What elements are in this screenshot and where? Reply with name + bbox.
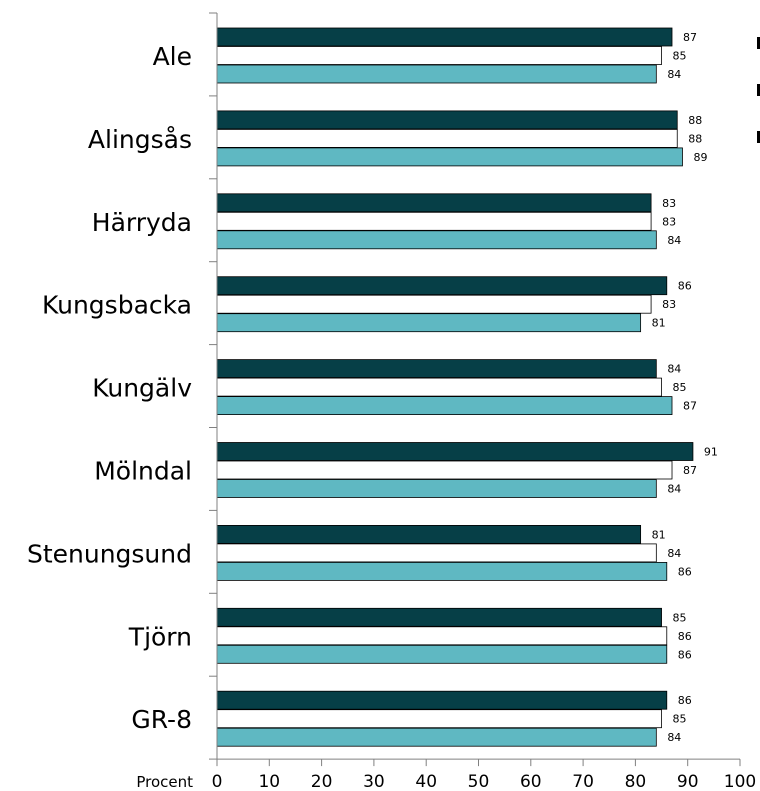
- x-tick-label: 60: [520, 772, 542, 791]
- bar: [217, 65, 656, 83]
- bar: [217, 608, 662, 626]
- category-label: Kungsbacka: [42, 291, 192, 320]
- data-label: 91: [704, 446, 718, 459]
- x-axis-title: Procent: [136, 773, 193, 791]
- data-label: 86: [678, 694, 692, 707]
- data-label: 81: [652, 528, 666, 541]
- data-label: 85: [673, 713, 687, 726]
- category-label: Stenungsund: [27, 539, 192, 568]
- data-label: 87: [683, 31, 697, 44]
- data-label: 86: [678, 565, 692, 578]
- bar: [217, 148, 682, 166]
- x-tick-label: 0: [212, 772, 223, 791]
- bar: [217, 295, 651, 313]
- data-label: 84: [667, 234, 681, 247]
- bar: [217, 461, 672, 479]
- data-label: 84: [667, 363, 681, 376]
- bar: [217, 544, 656, 562]
- data-label: 84: [667, 547, 681, 560]
- data-label: 84: [667, 731, 681, 744]
- data-label: 85: [673, 50, 687, 63]
- bar: [217, 710, 662, 728]
- bar: [217, 728, 656, 746]
- bar: [217, 129, 677, 147]
- x-tick-label: 80: [625, 772, 647, 791]
- bar: [217, 562, 667, 580]
- data-label: 88: [688, 114, 702, 127]
- bar: [217, 627, 667, 645]
- bar: [217, 28, 672, 46]
- data-label: 83: [662, 215, 676, 228]
- bar: [217, 691, 667, 709]
- data-label: 87: [683, 400, 697, 413]
- data-label: 83: [662, 298, 676, 311]
- category-label: Ale: [153, 42, 192, 71]
- bar: [217, 111, 677, 129]
- data-label: 84: [667, 483, 681, 496]
- bar: [217, 194, 651, 212]
- category-label: GR-8: [131, 705, 192, 734]
- bars-group: [217, 28, 693, 746]
- category-label: Kungälv: [92, 374, 192, 403]
- data-label: 83: [662, 197, 676, 210]
- data-label: 87: [683, 464, 697, 477]
- bar: [217, 443, 693, 461]
- x-tick-label: 40: [415, 772, 437, 791]
- bar: [217, 277, 667, 295]
- x-tick-label: 100: [724, 772, 756, 791]
- x-tick-label: 90: [677, 772, 699, 791]
- data-label: 84: [667, 68, 681, 81]
- data-label: 81: [652, 317, 666, 330]
- bar: [217, 378, 662, 396]
- data-label: 86: [678, 648, 692, 661]
- category-label: Alingsås: [88, 125, 192, 154]
- bar: [217, 397, 672, 415]
- bar: [217, 525, 641, 543]
- data-label: 85: [673, 381, 687, 394]
- bar: [217, 47, 662, 65]
- bar: [217, 480, 656, 498]
- category-label: Tjörn: [128, 622, 192, 651]
- x-tick-label: 70: [572, 772, 594, 791]
- category-label: Mölndal: [94, 457, 192, 486]
- data-label: 86: [678, 630, 692, 643]
- data-label: 88: [688, 132, 702, 145]
- bar: [217, 314, 641, 332]
- bar: [217, 231, 656, 249]
- category-label: Härryda: [92, 208, 192, 237]
- bar: [217, 212, 651, 230]
- x-tick-label: 30: [363, 772, 385, 791]
- bar: [217, 645, 667, 663]
- data-label: 86: [678, 280, 692, 293]
- bar: [217, 360, 656, 378]
- x-tick-label: 50: [468, 772, 490, 791]
- x-tick-label: 20: [311, 772, 333, 791]
- data-label: 85: [673, 611, 687, 624]
- data-label: 89: [693, 151, 707, 164]
- x-tick-label: 10: [258, 772, 280, 791]
